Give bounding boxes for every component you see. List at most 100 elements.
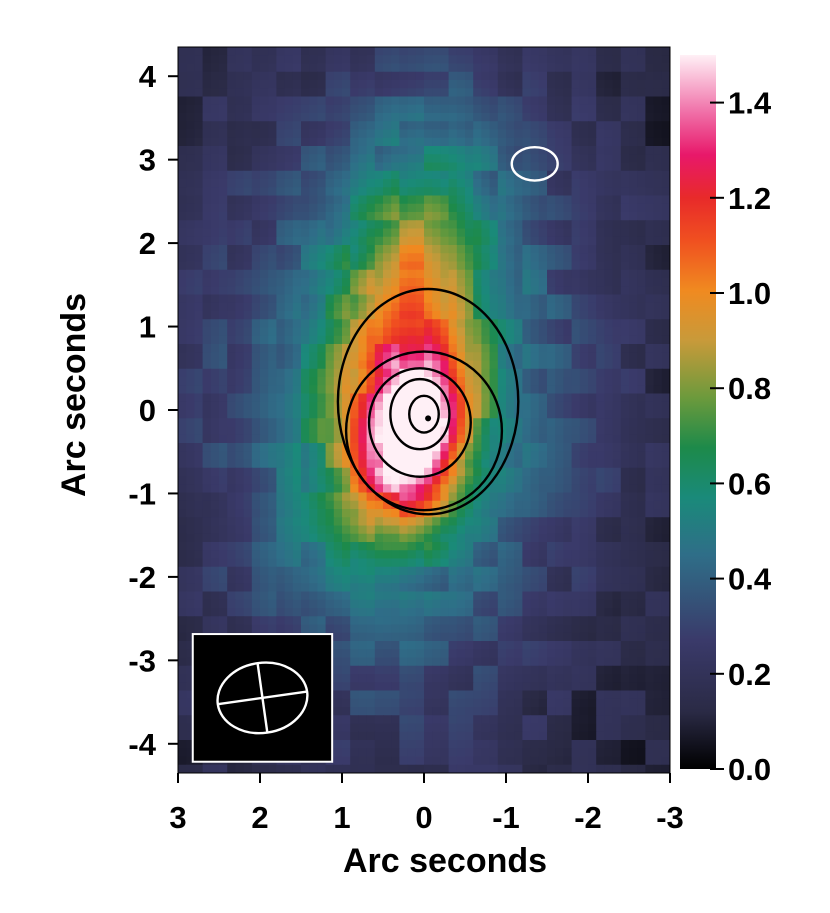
heatmap-cell <box>473 558 482 568</box>
heatmap-cell <box>415 212 425 221</box>
heatmap-cell <box>268 220 277 230</box>
heatmap-cell <box>637 335 646 345</box>
heatmap-cell <box>251 616 261 626</box>
heatmap-cell <box>276 253 286 263</box>
heatmap-cell <box>219 228 228 238</box>
heatmap-cell <box>424 253 433 263</box>
heatmap-cell <box>563 649 573 659</box>
heatmap-cell <box>661 707 670 716</box>
heatmap-cell <box>481 616 491 626</box>
heatmap-cell <box>350 187 359 197</box>
heatmap-cell <box>186 80 195 89</box>
heatmap-cell <box>227 492 236 502</box>
heatmap-cell <box>186 245 195 254</box>
heatmap-cell <box>440 311 450 320</box>
heatmap-cell <box>522 459 532 469</box>
heatmap-cell <box>637 707 646 716</box>
heatmap-cell <box>194 608 204 617</box>
heatmap-cell <box>333 55 343 65</box>
heatmap-cell <box>522 212 532 221</box>
heatmap-cell <box>391 624 400 634</box>
heatmap-cell <box>317 533 327 543</box>
heatmap-cell <box>645 484 655 494</box>
heatmap-cell <box>317 492 327 502</box>
heatmap-cell <box>522 632 532 642</box>
heatmap-cell <box>604 674 614 683</box>
heatmap-cell <box>604 459 614 469</box>
heatmap-cell <box>243 146 253 155</box>
heatmap-cell <box>465 344 474 353</box>
heatmap-cell <box>645 104 655 114</box>
heatmap-cell <box>530 616 540 626</box>
heatmap-cell <box>219 71 228 81</box>
heatmap-cell <box>260 261 269 271</box>
heatmap-cell <box>178 426 187 436</box>
heatmap-cell <box>538 245 548 254</box>
heatmap-cell <box>350 476 359 485</box>
heatmap-cell <box>506 583 515 593</box>
heatmap-cell <box>620 344 630 353</box>
heatmap-cell <box>276 80 286 89</box>
heatmap-cell <box>489 500 499 510</box>
heatmap-cell <box>555 327 564 337</box>
heatmap-cell <box>547 418 556 428</box>
heatmap-cell <box>489 294 499 304</box>
heatmap-cell <box>235 96 245 106</box>
heatmap-cell <box>342 253 351 263</box>
heatmap-cell <box>227 146 236 155</box>
heatmap-cell <box>645 179 655 188</box>
heatmap-cell <box>260 377 269 386</box>
heatmap-cell <box>530 327 540 337</box>
heatmap-cell <box>497 641 507 650</box>
heatmap-cell <box>194 517 204 527</box>
heatmap-cell <box>604 393 614 403</box>
heatmap-cell <box>284 401 294 411</box>
heatmap-cell <box>473 649 482 659</box>
heatmap-cell <box>284 476 294 485</box>
heatmap-cell <box>538 434 548 444</box>
heatmap-cell <box>178 401 187 411</box>
heatmap-cell <box>571 608 581 617</box>
heatmap-cell <box>374 517 384 527</box>
heatmap-cell <box>637 657 646 667</box>
heatmap-cell <box>366 360 376 370</box>
heatmap-cell <box>358 245 368 254</box>
heatmap-cell <box>653 608 663 617</box>
heatmap-cell <box>555 665 564 675</box>
heatmap-cell <box>407 698 417 708</box>
heatmap-cell <box>465 443 474 452</box>
heatmap-cell <box>309 319 318 329</box>
heatmap-cell <box>514 212 523 221</box>
heatmap-cell <box>661 583 670 593</box>
heatmap-cell <box>489 608 499 617</box>
heatmap-cell <box>555 492 564 502</box>
heatmap-cell <box>227 319 236 329</box>
heatmap-cell <box>629 154 638 164</box>
heatmap-cell <box>481 583 491 593</box>
heatmap-cell <box>489 550 499 560</box>
heatmap-cell <box>227 451 236 461</box>
heatmap-cell <box>514 707 523 716</box>
heatmap-cell <box>325 121 335 131</box>
heatmap-cell <box>620 467 630 477</box>
heatmap-cell <box>530 55 540 65</box>
heatmap-cell <box>407 170 417 180</box>
heatmap-cell <box>653 129 663 139</box>
heatmap-cell <box>219 187 228 197</box>
heatmap-cell <box>309 104 318 114</box>
heatmap-cell <box>629 690 638 700</box>
heatmap-cell <box>210 459 220 469</box>
heatmap-cell <box>391 723 400 733</box>
heatmap-cell <box>489 698 499 708</box>
heatmap-cell <box>350 344 359 353</box>
heatmap-cell <box>506 542 515 551</box>
heatmap-cell <box>391 212 400 221</box>
heatmap-cell <box>489 121 499 131</box>
heatmap-cell <box>530 212 540 221</box>
heatmap-cell <box>383 228 392 238</box>
heatmap-cell <box>317 55 327 65</box>
heatmap-cell <box>456 311 466 320</box>
heatmap-cell <box>235 352 245 362</box>
heatmap-cell <box>555 55 564 65</box>
heatmap-cell <box>366 492 376 502</box>
